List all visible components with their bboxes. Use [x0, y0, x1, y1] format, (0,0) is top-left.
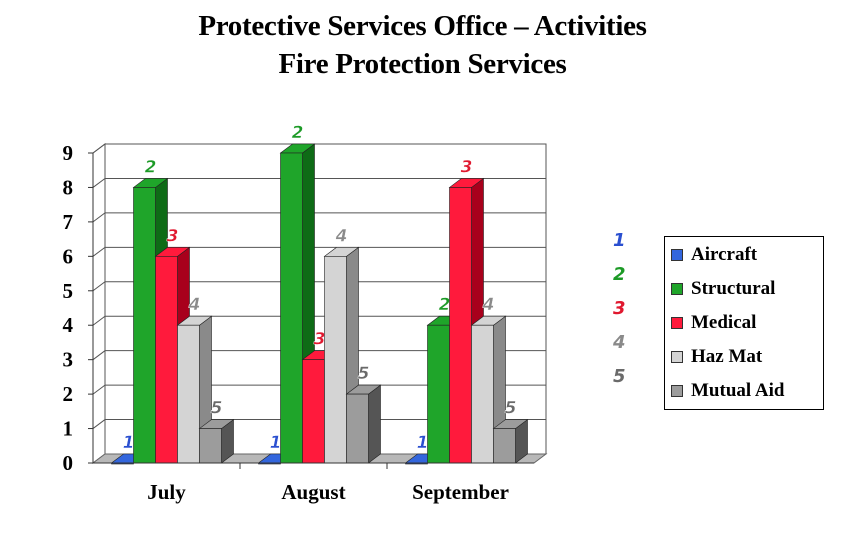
x-tick-label: July	[147, 480, 186, 504]
y-tick-label: 5	[63, 279, 74, 303]
bar-series-label: 2	[292, 123, 304, 143]
legend-label: Structural	[691, 278, 776, 299]
legend-item: Aircraft	[671, 244, 758, 265]
gridline	[92, 384, 546, 395]
legend-swatch	[671, 317, 683, 329]
bar	[427, 324, 450, 464]
bar	[280, 152, 303, 464]
legend-swatch	[671, 385, 683, 397]
bar-series-label: 4	[188, 295, 201, 315]
y-tick-label: 1	[63, 417, 74, 441]
bar	[177, 324, 200, 464]
bar	[155, 256, 178, 464]
bar-series-label: 5	[358, 364, 370, 384]
y-tick-label: 0	[63, 451, 74, 475]
bar-series-label: 2	[145, 157, 157, 177]
bar-series-label: 3	[314, 330, 326, 350]
y-tick-label: 2	[63, 382, 74, 406]
bar	[346, 393, 369, 464]
bar	[324, 256, 347, 464]
legend-series-number: 2	[613, 264, 626, 285]
bar-side	[368, 384, 381, 464]
gridline	[92, 419, 546, 429]
bar	[493, 428, 516, 464]
chart-title: Protective Services Office – Activities	[198, 10, 647, 42]
legend-swatch	[671, 283, 683, 295]
y-tick-label: 3	[63, 348, 74, 372]
legend-item: Haz Mat	[671, 346, 763, 367]
gridline	[92, 143, 546, 154]
legend-item: Structural	[671, 278, 776, 299]
bar	[449, 187, 472, 464]
bar	[302, 359, 325, 464]
x-tick-label: September	[412, 480, 509, 504]
legend-item: Medical	[671, 312, 757, 333]
legend-swatch	[671, 351, 683, 363]
bar-series-label: 1	[270, 433, 282, 453]
y-tick-label: 7	[63, 210, 74, 234]
legend-item: Mutual Aid	[671, 380, 785, 401]
bar-series-label: 4	[335, 226, 348, 246]
chart-subtitle: Fire Protection Services	[278, 48, 567, 80]
legend-series-number: 5	[613, 366, 626, 387]
x-tick-label: August	[281, 480, 345, 504]
legend-label: Haz Mat	[691, 346, 763, 367]
bar-series-label: 5	[505, 399, 517, 419]
gridline	[92, 281, 546, 292]
bar-series-label: 5	[211, 399, 223, 419]
y-tick-label: 4	[63, 313, 74, 337]
bar-series-label: 3	[167, 226, 179, 246]
y-tick-label: 9	[63, 141, 74, 165]
gridline	[92, 315, 546, 326]
legend-series-number: 4	[613, 332, 626, 353]
gridline	[92, 246, 546, 257]
legend-series-number: 1	[613, 230, 626, 251]
legend: Aircraft Structural Medical Haz Mat Mutual A…	[664, 236, 824, 410]
legend-label: Medical	[691, 312, 757, 333]
bar-series-label: 1	[417, 433, 429, 453]
legend-series-number: 3	[613, 298, 626, 319]
legend-label: Aircraft	[691, 244, 758, 265]
gridline	[92, 212, 546, 223]
bar-series-label: 2	[439, 295, 451, 315]
bar	[133, 187, 156, 464]
legend-swatch	[671, 249, 683, 261]
bar	[471, 324, 494, 464]
bar-series-label: 3	[461, 157, 473, 177]
y-tick-label: 8	[63, 175, 74, 199]
legend-label: Mutual Aid	[691, 380, 785, 401]
gridline	[92, 350, 546, 361]
bar	[199, 428, 222, 464]
gridline	[92, 177, 546, 188]
plot-side-wall	[92, 143, 106, 464]
y-tick-label: 6	[63, 244, 74, 268]
bar-series-label: 4	[482, 295, 495, 315]
bar-series-label: 1	[123, 433, 135, 453]
